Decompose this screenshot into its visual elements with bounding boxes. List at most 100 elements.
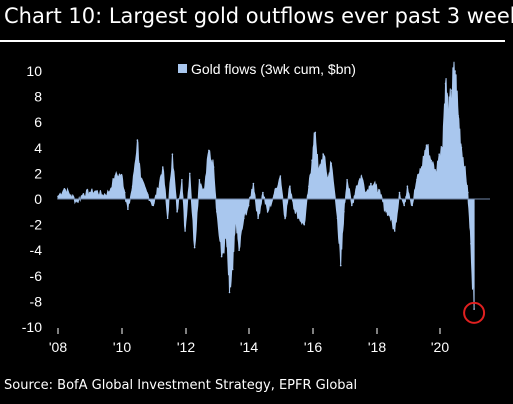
highlight-circle xyxy=(463,301,486,324)
annotation-layer xyxy=(463,301,486,324)
data-point xyxy=(339,264,342,267)
y-tick-label: 10 xyxy=(26,63,42,79)
data-point xyxy=(63,188,66,190)
data-point xyxy=(131,185,134,187)
x-tick-label: '20 xyxy=(431,339,449,355)
y-tick-label: -10 xyxy=(22,319,42,335)
legend-label: Gold flows (3wk cum, $bn) xyxy=(191,61,356,77)
data-point xyxy=(216,211,218,213)
data-point xyxy=(184,230,186,232)
data-point xyxy=(355,185,358,187)
data-point xyxy=(438,153,441,155)
data-point xyxy=(89,191,91,194)
data-point xyxy=(181,179,183,181)
x-tick-label: '14 xyxy=(240,339,258,355)
data-point xyxy=(403,204,406,207)
data-point xyxy=(441,147,444,149)
data-point xyxy=(374,185,377,187)
x-tick-label: '18 xyxy=(368,339,386,355)
data-point xyxy=(220,255,223,258)
data-point xyxy=(411,204,414,207)
chart-title: Chart 10: Largest gold outflows ever pas… xyxy=(4,4,513,28)
x-tick-label: '10 xyxy=(113,339,131,355)
data-point xyxy=(212,166,215,168)
y-tick-label: -2 xyxy=(30,217,43,233)
data-point xyxy=(139,179,142,181)
data-point xyxy=(467,191,469,194)
data-point xyxy=(208,149,210,152)
data-point xyxy=(327,179,329,181)
data-point xyxy=(193,246,196,249)
data-point xyxy=(365,191,367,194)
data-point xyxy=(243,217,245,219)
series-area xyxy=(57,61,475,310)
data-point xyxy=(303,223,306,226)
data-point xyxy=(231,268,234,271)
data-point xyxy=(389,214,391,217)
data-point xyxy=(460,147,463,149)
data-point xyxy=(322,153,325,155)
data-point xyxy=(203,191,205,194)
title-divider xyxy=(0,40,505,42)
data-point xyxy=(473,308,475,310)
x-tick-label: '16 xyxy=(304,339,322,355)
data-point xyxy=(266,211,269,213)
y-tick-label: 6 xyxy=(34,114,42,130)
data-point xyxy=(238,249,240,251)
data-point xyxy=(146,191,148,194)
data-point xyxy=(314,131,317,134)
data-point xyxy=(393,230,396,232)
data-point xyxy=(457,115,460,117)
y-tick-label: 0 xyxy=(34,191,42,207)
data-point xyxy=(273,194,275,196)
data-point xyxy=(108,191,110,194)
data-point xyxy=(317,172,320,175)
data-point xyxy=(425,144,428,146)
data-point xyxy=(360,175,363,177)
data-point xyxy=(114,175,116,177)
data-point xyxy=(311,159,313,162)
data-point xyxy=(435,172,437,175)
data-point xyxy=(284,217,286,219)
data-point xyxy=(176,211,178,213)
data-point xyxy=(463,166,466,168)
legend-swatch xyxy=(178,64,187,73)
data-point xyxy=(451,89,453,91)
data-point xyxy=(398,191,401,194)
data-point xyxy=(69,194,72,196)
data-point xyxy=(157,188,159,190)
data-point xyxy=(406,185,409,187)
data-point xyxy=(289,185,291,187)
data-point xyxy=(262,191,264,194)
data-point xyxy=(444,83,447,85)
data-point xyxy=(152,204,155,207)
y-tick-label: 8 xyxy=(34,89,42,105)
data-point xyxy=(430,159,433,162)
data-point xyxy=(76,200,78,203)
data-point xyxy=(336,217,339,219)
data-point xyxy=(228,291,231,294)
data-point xyxy=(470,243,472,245)
data-point xyxy=(454,70,456,72)
data-point xyxy=(57,195,59,198)
data-point xyxy=(252,182,255,185)
data-point xyxy=(346,179,348,181)
data-point xyxy=(279,175,282,177)
data-point xyxy=(447,115,450,117)
y-tick-label: -8 xyxy=(30,293,43,309)
y-tick-label: -6 xyxy=(30,268,43,284)
data-point xyxy=(171,153,174,155)
data-point xyxy=(293,208,296,210)
data-point xyxy=(136,139,139,141)
data-point xyxy=(225,236,228,239)
data-point xyxy=(101,194,104,196)
y-axis: 10 8 6 4 2 0 -2 -4 -6 -8 -10 xyxy=(22,63,42,335)
series-layer xyxy=(57,61,490,310)
data-point xyxy=(384,208,387,210)
data-point xyxy=(120,173,123,176)
data-point xyxy=(379,194,382,196)
data-point xyxy=(82,193,85,195)
y-tick-label: 2 xyxy=(34,165,42,181)
data-point xyxy=(247,204,250,207)
